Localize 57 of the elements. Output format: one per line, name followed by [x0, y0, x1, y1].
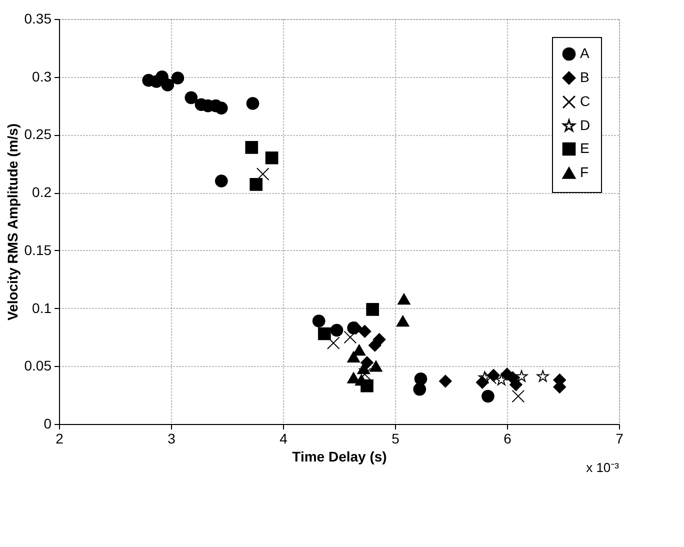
point: [398, 293, 410, 305]
point: [214, 102, 228, 115]
point: [358, 325, 372, 338]
point: [370, 360, 382, 372]
y-tick-label: 0: [44, 416, 52, 432]
legend-label: D: [580, 117, 590, 133]
legend-label: A: [580, 45, 590, 61]
point: [344, 330, 357, 344]
point: [352, 344, 366, 356]
y-tick-label: 0.25: [24, 126, 52, 142]
point: [515, 370, 528, 382]
point: [326, 336, 340, 350]
point: [510, 378, 522, 392]
point: [214, 174, 228, 188]
point: [396, 315, 410, 327]
point: [482, 390, 494, 403]
point: [347, 372, 360, 384]
x-tick-label: 5: [392, 430, 400, 446]
legend-label: C: [580, 93, 590, 109]
point: [366, 303, 380, 316]
point: [512, 390, 525, 403]
point: [318, 327, 331, 340]
y-tick-label: 0.05: [24, 358, 52, 374]
point: [413, 382, 426, 396]
point: [372, 333, 386, 346]
legend-label: E: [580, 140, 590, 156]
point: [161, 78, 174, 92]
y-tick-label: 0.35: [24, 10, 52, 26]
point: [184, 91, 198, 104]
point: [347, 351, 360, 363]
point: [246, 97, 260, 110]
point: [536, 370, 549, 382]
x-axis-title: Time Delay (s): [292, 448, 387, 464]
x-tick-label: 6: [504, 430, 512, 446]
point: [250, 178, 263, 191]
legend-label: B: [580, 69, 590, 85]
text: x 10⁻³: [586, 460, 620, 475]
point: [484, 371, 497, 384]
x-tick-label: 4: [280, 430, 288, 446]
point: [171, 72, 184, 84]
y-axis-title: Velocity RMS Amplitude (m/s): [4, 123, 20, 321]
point: [245, 141, 258, 154]
point: [357, 362, 370, 374]
y-tick-label: 0.3: [32, 68, 52, 84]
point: [256, 168, 270, 180]
legend-label: F: [580, 164, 589, 180]
y-tick-label: 0.2: [32, 184, 52, 200]
point: [312, 314, 326, 328]
point: [414, 372, 428, 386]
point: [438, 374, 452, 388]
x-tick-label: 2: [56, 430, 64, 446]
point: [330, 324, 344, 337]
y-tick-label: 0.1: [32, 300, 52, 316]
x-tick-label: 3: [168, 430, 176, 446]
x-tick-label: 7: [616, 430, 624, 446]
point: [265, 151, 278, 164]
y-tick-label: 0.15: [24, 242, 52, 258]
